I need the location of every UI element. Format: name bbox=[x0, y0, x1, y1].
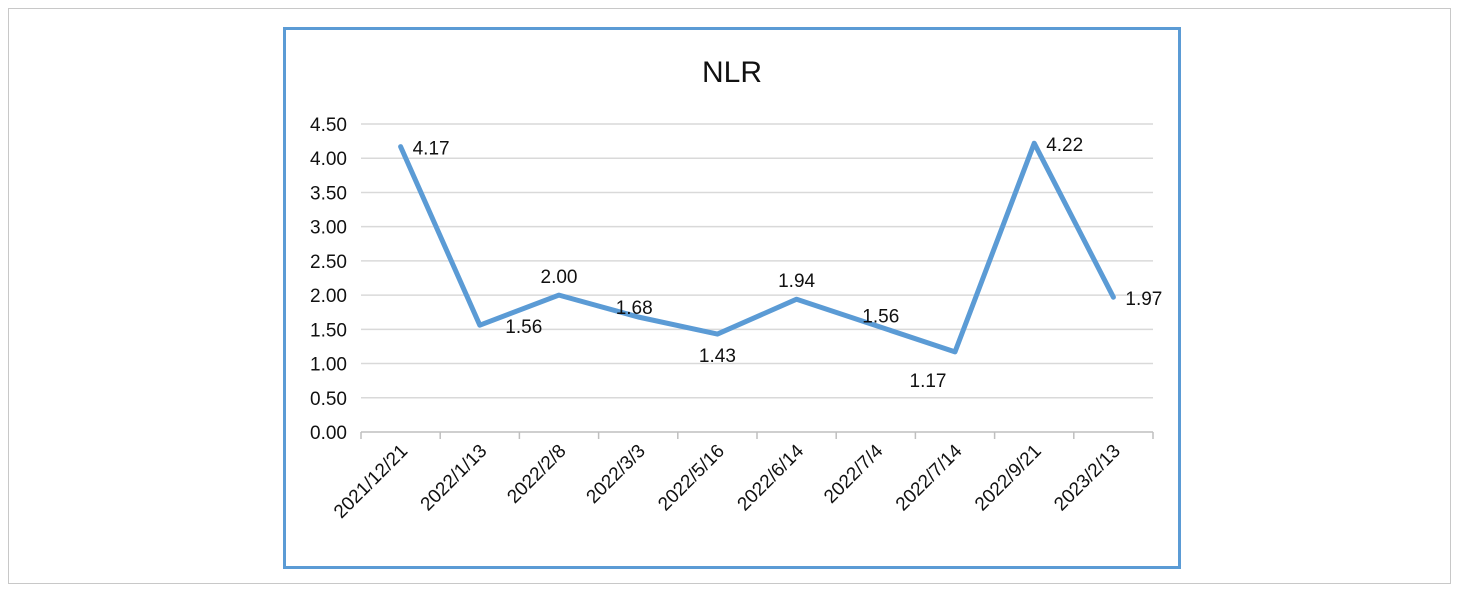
x-tick-labels: 2021/12/21 2022/1/13 2022/2/8 2022/3/3 2022/… bbox=[330, 440, 1125, 522]
y-tick-label-2.50: 2.50 bbox=[310, 252, 347, 273]
data-labels: 4.17 1.56 2.00 1.68 1.43 1.94 1.56 1.17 4.22 1.97 bbox=[413, 135, 1163, 392]
chart-frame bbox=[283, 27, 1181, 569]
chart-title: NLR bbox=[702, 56, 762, 89]
y-tick-label-0.50: 0.50 bbox=[310, 389, 347, 410]
y-tick-label-3.00: 3.00 bbox=[310, 218, 347, 239]
x-tick-label: 2022/7/14 bbox=[892, 440, 967, 515]
x-tick-label: 2022/2/8 bbox=[503, 441, 570, 508]
y-tick-label-4.50: 4.50 bbox=[310, 115, 347, 136]
series-nlr bbox=[398, 140, 1116, 355]
data-label: 1.17 bbox=[910, 371, 947, 392]
axes bbox=[360, 431, 1154, 439]
data-label: 1.56 bbox=[505, 317, 542, 338]
x-tick-label: 2021/12/21 bbox=[330, 441, 412, 523]
x-tick-label: 2022/1/13 bbox=[417, 441, 492, 516]
x-tick-label: 2022/6/14 bbox=[734, 440, 809, 515]
data-label: 1.56 bbox=[862, 307, 899, 328]
x-tick-label: 2022/5/16 bbox=[654, 441, 729, 516]
x-tick-label: 2022/7/4 bbox=[820, 440, 887, 507]
y-tick-label-2.00: 2.00 bbox=[310, 286, 347, 307]
x-tick-label: 2022/3/3 bbox=[583, 441, 650, 508]
series-line bbox=[398, 140, 1116, 355]
data-label: 4.22 bbox=[1046, 135, 1083, 156]
data-label: 4.17 bbox=[413, 139, 450, 160]
y-tick-label-3.50: 3.50 bbox=[310, 183, 347, 204]
y-tick-label-1.00: 1.00 bbox=[310, 355, 347, 376]
y-tick-label-4.00: 4.00 bbox=[310, 149, 347, 170]
data-label: 1.94 bbox=[778, 271, 815, 292]
data-label: 1.97 bbox=[1125, 289, 1162, 310]
x-tick-label: 2022/9/21 bbox=[971, 441, 1046, 516]
x-tick-label: 2023/2/13 bbox=[1050, 441, 1125, 516]
y-tick-labels: 0.00 0.50 1.00 1.50 2.00 2.50 3.00 3.50 4.00 4.50 bbox=[310, 115, 347, 444]
y-tick-label-0.00: 0.00 bbox=[310, 423, 347, 444]
data-label: 2.00 bbox=[541, 267, 578, 288]
data-label: 1.68 bbox=[616, 298, 653, 319]
data-label: 1.43 bbox=[699, 346, 736, 367]
gridlines bbox=[361, 123, 1153, 399]
y-tick-label-1.50: 1.50 bbox=[310, 320, 347, 341]
